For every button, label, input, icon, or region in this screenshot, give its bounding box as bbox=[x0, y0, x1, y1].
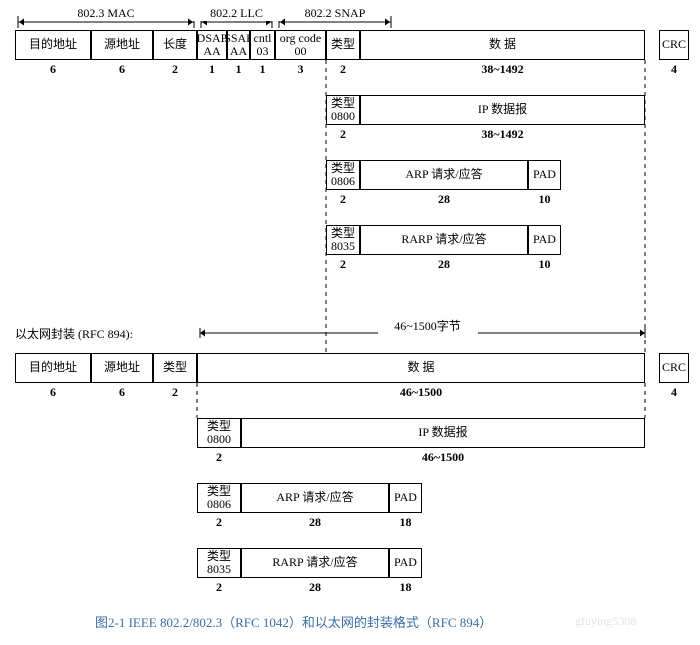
ether-ip-cell: IP 数据报 bbox=[241, 418, 645, 448]
bytes-label: 38~1492 bbox=[360, 127, 645, 142]
bytes-label: 28 bbox=[360, 257, 528, 272]
bytes-label: 2 bbox=[326, 192, 360, 207]
bytes-label: 2 bbox=[326, 62, 360, 77]
bytes-label: 6 bbox=[15, 385, 91, 400]
ether-arp-cell: PAD bbox=[389, 483, 422, 513]
bytes-label: 1 bbox=[197, 62, 227, 77]
ieee-rarp-cell: PAD bbox=[528, 225, 561, 255]
ether-rarp-cell: 类型8035 bbox=[197, 548, 241, 578]
ieee-arp-cell: ARP 请求/应答 bbox=[360, 160, 528, 190]
bytes-label: 1 bbox=[227, 62, 250, 77]
ieee-cntl: cntl03 bbox=[250, 30, 275, 60]
ieee-ip-cell: IP 数据报 bbox=[360, 95, 645, 125]
ieee-ssap: SSAPAA bbox=[227, 30, 250, 60]
bytes-label: 2 bbox=[197, 515, 241, 530]
ether-arp-cell: 类型0806 bbox=[197, 483, 241, 513]
bytes-label: 2 bbox=[153, 62, 197, 77]
bracket-label: 802.2 LLC bbox=[192, 6, 282, 21]
bytes-label: 2 bbox=[326, 257, 360, 272]
bytes-label: 4 bbox=[659, 62, 689, 77]
ether-arp-cell: ARP 请求/应答 bbox=[241, 483, 389, 513]
bytes-label: 2 bbox=[153, 385, 197, 400]
ether-dst: 目的地址 bbox=[15, 353, 91, 383]
ether-src: 源地址 bbox=[91, 353, 153, 383]
bytes-label: 38~1492 bbox=[360, 62, 645, 77]
bytes-label: 2 bbox=[197, 580, 241, 595]
bytes-label: 10 bbox=[528, 257, 561, 272]
ieee-crc: CRC bbox=[659, 30, 689, 60]
bytes-label: 46~1500 bbox=[241, 450, 645, 465]
ether-ip-cell: 类型0800 bbox=[197, 418, 241, 448]
bytes-label: 6 bbox=[91, 385, 153, 400]
ieee-ip-cell: 类型0800 bbox=[326, 95, 360, 125]
ieee-src: 源地址 bbox=[91, 30, 153, 60]
ieee-arp-cell: PAD bbox=[528, 160, 561, 190]
ieee-type: 类型 bbox=[326, 30, 360, 60]
ieee-dsap: DSAPAA bbox=[197, 30, 227, 60]
bytes-label: 2 bbox=[326, 127, 360, 142]
ether-crc: CRC bbox=[659, 353, 689, 383]
bytes-label: 46~1500 bbox=[197, 385, 645, 400]
bytes-label: 18 bbox=[389, 515, 422, 530]
ether-type: 类型 bbox=[153, 353, 197, 383]
bytes-label: 28 bbox=[360, 192, 528, 207]
ether-title: 以太网封装 (RFC 894): bbox=[15, 325, 133, 342]
ether-rarp-cell: PAD bbox=[389, 548, 422, 578]
bytes-label: 6 bbox=[91, 62, 153, 77]
ieee-data: 数 据 bbox=[360, 30, 645, 60]
bytes-label: 1 bbox=[250, 62, 275, 77]
bracket-label: 802.3 MAC bbox=[61, 6, 151, 21]
bytes-label: 28 bbox=[241, 515, 389, 530]
ieee-rarp-cell: 类型8035 bbox=[326, 225, 360, 255]
bytes-label: 2 bbox=[197, 450, 241, 465]
data-range-label: 46~1500字节 bbox=[378, 317, 478, 334]
bytes-label: 6 bbox=[15, 62, 91, 77]
bytes-label: 28 bbox=[241, 580, 389, 595]
bracket-label: 802.2 SNAP bbox=[290, 6, 380, 21]
watermark: gfuying5308 bbox=[575, 614, 636, 629]
bytes-label: 3 bbox=[275, 62, 326, 77]
bytes-label: 4 bbox=[659, 385, 689, 400]
ieee-dst: 目的地址 bbox=[15, 30, 91, 60]
ieee-arp-cell: 类型0806 bbox=[326, 160, 360, 190]
ether-rarp-cell: RARP 请求/应答 bbox=[241, 548, 389, 578]
ieee-rarp-cell: RARP 请求/应答 bbox=[360, 225, 528, 255]
ieee-len: 长度 bbox=[153, 30, 197, 60]
figure-caption: 图2-1 IEEE 802.2/802.3（RFC 1042）和以太网的封装格式… bbox=[95, 612, 492, 631]
bytes-label: 18 bbox=[389, 580, 422, 595]
bytes-label: 10 bbox=[528, 192, 561, 207]
diagram-stage: 802.3 MAC802.2 LLC802.2 SNAP目的地址6源地址6长度2… bbox=[0, 0, 700, 645]
ieee-org: org code00 bbox=[275, 30, 326, 60]
ether-data: 数 据 bbox=[197, 353, 645, 383]
